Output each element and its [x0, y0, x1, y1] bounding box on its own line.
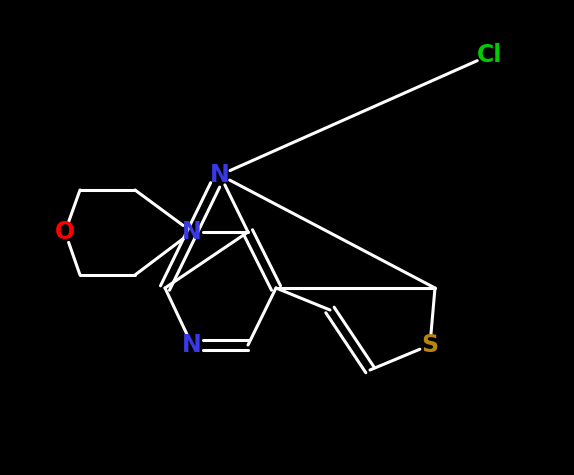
Text: N: N — [182, 333, 202, 357]
Text: O: O — [55, 220, 75, 244]
Text: N: N — [210, 163, 230, 187]
Text: Cl: Cl — [478, 43, 503, 67]
Text: S: S — [421, 333, 439, 357]
Text: N: N — [182, 220, 202, 244]
